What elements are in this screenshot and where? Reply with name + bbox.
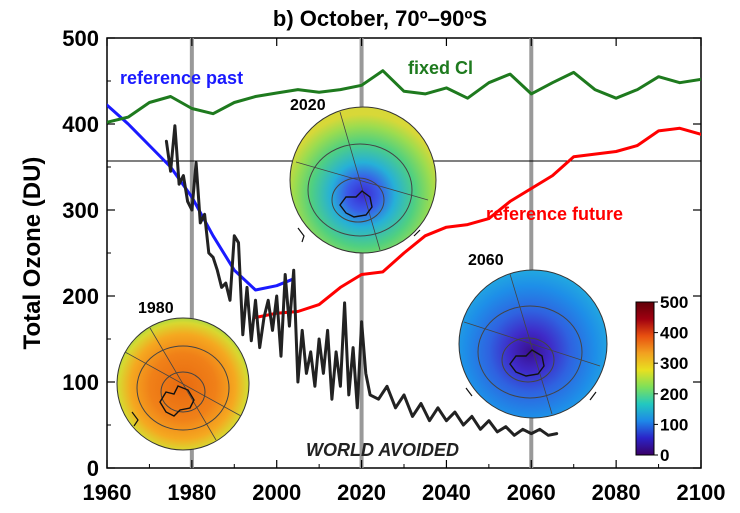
x-tick-label-2080: 2080 xyxy=(592,480,641,505)
x-tick-label-2100: 2100 xyxy=(677,480,726,505)
colorbar-label-300: 300 xyxy=(660,354,688,373)
x-tick-label-2020: 2020 xyxy=(337,480,386,505)
y-axis-label: Total Ozone (DU) xyxy=(19,157,46,350)
colorbar-scale xyxy=(635,301,655,456)
y-tick-label-0: 0 xyxy=(87,456,99,481)
y-tick-label-200: 200 xyxy=(62,284,99,309)
label-reference-past: reference past xyxy=(120,68,243,88)
y-tick-labels: 0 100 200 300 400 500 xyxy=(62,26,99,481)
x-tick-label-2040: 2040 xyxy=(422,480,471,505)
colorbar-label-500: 500 xyxy=(660,293,688,312)
colorbar-label-100: 100 xyxy=(660,415,688,434)
x-tick-labels: 1960 1980 2000 2020 2040 2060 2080 2100 xyxy=(83,480,726,505)
y-tick-label-500: 500 xyxy=(62,26,99,51)
map-2060 xyxy=(458,269,608,419)
series-line-fixed-cl xyxy=(107,69,701,124)
colorbar-label-0: 0 xyxy=(660,446,669,465)
series-group xyxy=(107,69,701,437)
colorbar: 0 100 200 300 400 500 xyxy=(635,293,688,465)
map-label-1980: 1980 xyxy=(138,300,174,317)
axis-ticks xyxy=(106,37,702,469)
colorbar-label-200: 200 xyxy=(660,385,688,404)
map-label-2060: 2060 xyxy=(468,252,504,269)
label-reference-future: reference future xyxy=(486,204,623,224)
series-line-reference-past xyxy=(107,103,296,292)
x-tick-label-2060: 2060 xyxy=(507,480,556,505)
x-tick-label-1960: 1960 xyxy=(83,480,132,505)
x-tick-label-1980: 1980 xyxy=(167,480,216,505)
y-tick-label-100: 100 xyxy=(62,370,99,395)
label-fixed-cl: fixed Cl xyxy=(408,58,473,78)
chart-title: b) October, 70º–90ºS xyxy=(273,6,487,31)
series-line-reference-future xyxy=(254,126,701,319)
x-tick-label-2000: 2000 xyxy=(252,480,301,505)
map-1980 xyxy=(116,317,250,451)
y-tick-label-400: 400 xyxy=(62,112,99,137)
map-2020 xyxy=(289,106,437,254)
colorbar-label-400: 400 xyxy=(660,324,688,343)
y-tick-label-300: 300 xyxy=(62,198,99,223)
series-line-world-avoided xyxy=(164,124,559,437)
map-label-2020: 2020 xyxy=(290,97,326,114)
label-world-avoided: WORLD AVOIDED xyxy=(306,440,459,460)
